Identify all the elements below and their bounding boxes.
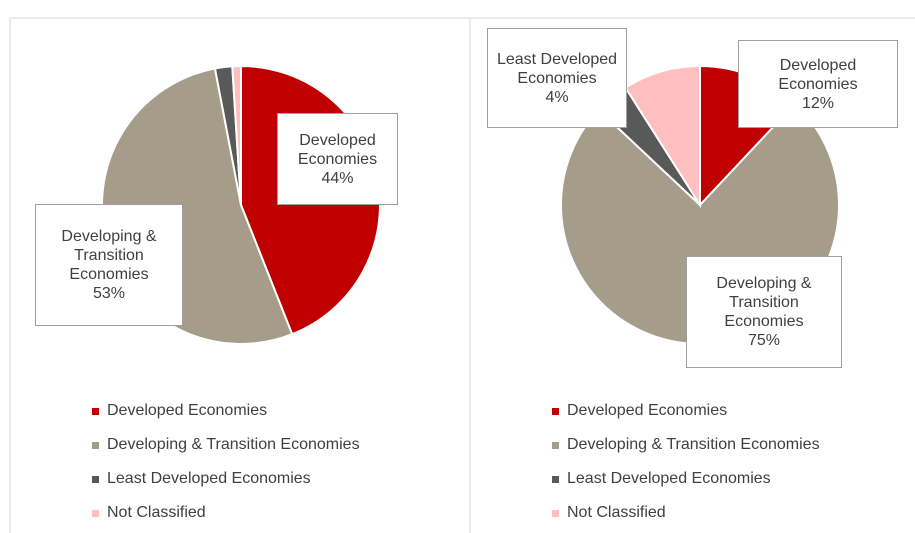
data-label-value: 44% [321,169,354,187]
legend-label: Least Developed Economies [567,470,771,487]
legend-label: Developed Economies [567,402,728,419]
legend-swatch [92,509,99,517]
legend-entry: Not Classified [92,502,206,524]
legend-label: Least Developed Economies [107,470,311,487]
legend-label: Developed Economies [107,402,268,419]
data-label: Developed Economies 44% [277,113,398,205]
legend-label: Not Classified [567,504,666,521]
data-label: Least Developed Economies 4% [487,28,627,128]
legend-entry: Least Developed Economies [552,468,771,490]
data-label-category: Developing & Transition Economies [61,228,157,283]
data-label-value: 4% [545,88,569,106]
legend-swatch [552,509,559,517]
legend-entry: Least Developed Economies [92,468,311,490]
legend-entry: Developed Economies [552,400,727,422]
legend-swatch [92,475,99,483]
legend-swatch [552,475,559,483]
legend-entry: Developing & Transition Economies [92,434,360,456]
legend-label: Not Classified [107,504,206,521]
data-label: Developing & Transition Economies 75% [686,256,842,368]
legend-label: Developing & Transition Economies [107,436,360,453]
legend-entry: Developing & Transition Economies [552,434,820,456]
legend-swatch [92,441,99,449]
legend-swatch [552,407,559,415]
data-label-value: 75% [747,332,781,349]
data-label-category: Developed Economies [297,131,378,168]
legend-entry: Not Classified [552,502,666,524]
data-label-value: 53% [92,285,126,302]
pie-slice [231,64,242,206]
legend-entry: Developed Economies [92,400,267,422]
data-label: Developing & Transition Economies 53% [35,204,183,326]
legend-swatch [552,441,559,449]
data-label-category: Developed Economies [778,56,858,93]
data-label-category: Least Developed Economies [496,50,618,87]
legend-label: Developing & Transition Economies [567,436,820,453]
data-label-value: 12% [801,94,835,112]
data-label: Developed Economies 12% [738,40,898,128]
legend-swatch [92,407,99,415]
data-label-category: Developing & Transition Economies [716,275,812,330]
